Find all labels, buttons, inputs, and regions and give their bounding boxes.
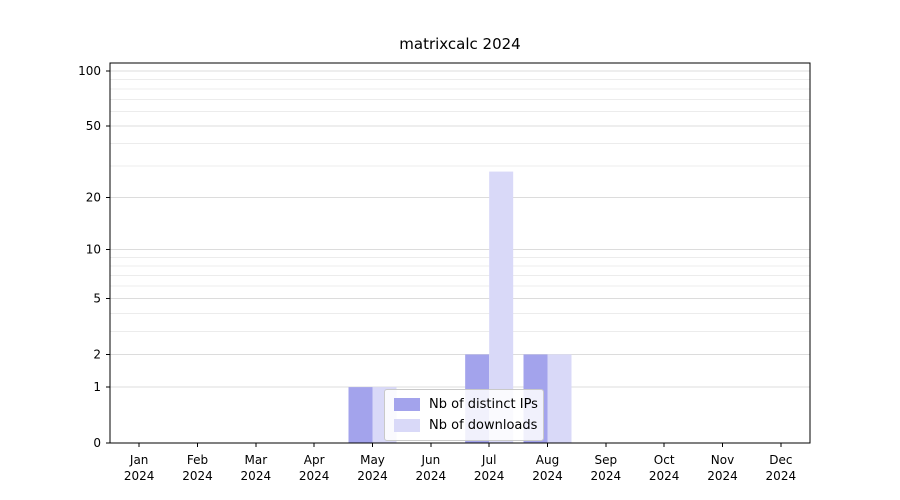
legend-label-downloads: Nb of downloads [429, 418, 538, 433]
y-tick-label: 1 [93, 380, 101, 394]
x-tick-label: Sep 2024 [591, 453, 622, 483]
x-tick-label: Feb 2024 [182, 453, 213, 483]
x-tick-label: Aug 2024 [532, 453, 563, 483]
legend-swatch-downloads [394, 419, 420, 432]
chart-title: matrixcalc 2024 [399, 35, 521, 53]
legend-item-downloads: Nb of downloads [394, 418, 537, 433]
y-tick-label: 0 [93, 436, 101, 450]
x-tick-label: May 2024 [357, 453, 388, 483]
chart-legend: Nb of distinct IPs Nb of downloads [384, 389, 544, 441]
y-tick-label: 100 [78, 64, 101, 78]
legend-label-distinct-ips: Nb of distinct IPs [429, 397, 538, 412]
legend-item-distinct-ips: Nb of distinct IPs [394, 397, 538, 412]
plot-frame [109, 62, 811, 444]
y-tick-label: 2 [93, 347, 101, 361]
x-tick-label: Oct 2024 [649, 453, 680, 483]
x-tick-label: Mar 2024 [241, 453, 272, 483]
x-tick-label: Jun 2024 [416, 453, 447, 483]
bar-distinct-ips-may [348, 387, 373, 443]
x-tick-label: Dec 2024 [766, 453, 797, 483]
y-tick-label: 20 [86, 191, 101, 205]
x-tick-label: Jan 2024 [124, 453, 155, 483]
y-tick-label: 50 [86, 119, 101, 133]
bar-downloads-jul [489, 171, 514, 443]
legend-swatch-distinct-ips [394, 398, 420, 411]
x-tick-label: Jul 2024 [474, 453, 505, 483]
y-tick-label: 10 [86, 243, 101, 257]
y-tick-label: 5 [93, 292, 101, 306]
x-tick-label: Nov 2024 [707, 453, 738, 483]
bar-downloads-aug [547, 354, 572, 443]
x-tick-label: Apr 2024 [299, 453, 330, 483]
